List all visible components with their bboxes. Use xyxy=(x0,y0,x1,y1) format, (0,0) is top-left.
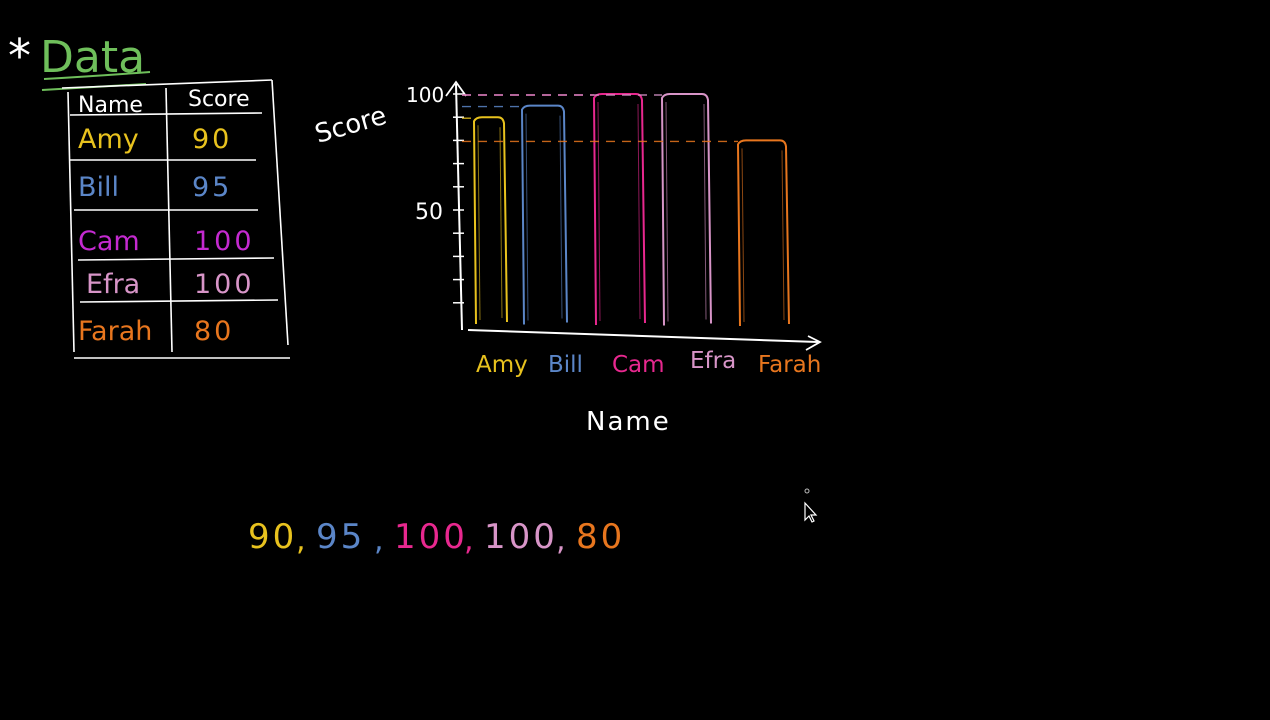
table-row-rule xyxy=(79,299,279,303)
table-cell-name: Amy xyxy=(78,124,139,155)
star-icon: * xyxy=(8,29,31,83)
data-list: 90, 95, 100, 100, 80 xyxy=(248,517,625,558)
table-cell-name: Farah xyxy=(78,316,152,347)
bar-sketch-line xyxy=(597,101,601,322)
table-header-name: Name xyxy=(78,93,143,118)
data-list-separator: , xyxy=(556,523,566,558)
table-cell-score: 80 xyxy=(194,316,234,347)
data-list-separator: , xyxy=(464,523,474,558)
x-axis-arrow-icon xyxy=(805,335,822,351)
bar-sketch-line xyxy=(499,127,503,319)
bar-sketch-line xyxy=(781,150,785,321)
y-tick-label: 50 xyxy=(415,200,443,225)
y-tick-label: 100 xyxy=(406,83,444,107)
table-cell-score: 100 xyxy=(194,269,255,300)
bar-farah xyxy=(737,139,790,327)
mouse-pointer-icon xyxy=(804,488,818,523)
bar-chart: 50 100 Score Name Amy Bill Cam Efra Farah xyxy=(312,80,822,437)
x-axis xyxy=(467,329,819,343)
data-list-separator: , xyxy=(374,523,384,558)
bar-bill xyxy=(521,104,568,325)
bar-sketch-line xyxy=(525,113,529,321)
data-list-item: 80 xyxy=(576,517,625,557)
table-cell-name: Efra xyxy=(86,269,140,300)
data-list-separator: , xyxy=(296,523,306,558)
x-tick-label: Cam xyxy=(612,352,665,378)
table-cell-score: 90 xyxy=(192,124,232,155)
table-cell-score: 100 xyxy=(194,226,255,257)
bar-amy xyxy=(473,116,508,325)
heading-underline-1 xyxy=(43,71,151,80)
table-left-border xyxy=(67,91,75,353)
x-tick-label: Farah xyxy=(758,352,821,378)
x-tick-label: Amy xyxy=(476,352,528,378)
bar-sketch-line xyxy=(559,115,563,319)
bar-sketch-line xyxy=(703,103,707,320)
y-axis xyxy=(455,83,463,331)
score-table xyxy=(61,79,290,359)
table-top-border xyxy=(61,79,273,89)
y-axis-arrow-icon xyxy=(445,80,467,97)
data-list-item: 100 xyxy=(484,517,558,557)
table-cell-name: Bill xyxy=(78,172,119,203)
bar-sketch-line xyxy=(637,103,641,320)
bar-cam xyxy=(593,93,646,326)
table-cell-score: 95 xyxy=(192,172,232,203)
bar-sketch-line xyxy=(741,148,745,323)
bar-efra xyxy=(661,93,712,326)
table-right-border xyxy=(271,79,289,346)
bar-sketch-line xyxy=(477,125,481,321)
table-header-rule xyxy=(69,112,263,116)
table-cell-name: Cam xyxy=(78,226,140,257)
x-tick-label: Bill xyxy=(548,352,583,378)
data-list-item: 95 xyxy=(316,517,365,557)
bar-sketch-line xyxy=(665,101,669,322)
y-axis-label: Score xyxy=(312,101,390,150)
x-axis-label: Name xyxy=(586,407,671,437)
data-list-item: 100 xyxy=(394,517,468,557)
table-row-rule xyxy=(77,257,275,261)
table-text: Name Score Amy 90 Bill 95 Cam 100 Efra 100 Farah 80 xyxy=(78,87,255,347)
data-list-item: 90 xyxy=(248,517,297,557)
table-header-score: Score xyxy=(188,87,250,112)
table-column-divider xyxy=(165,87,173,353)
x-tick-label: Efra xyxy=(690,348,736,374)
data-heading: * Data xyxy=(8,29,151,91)
